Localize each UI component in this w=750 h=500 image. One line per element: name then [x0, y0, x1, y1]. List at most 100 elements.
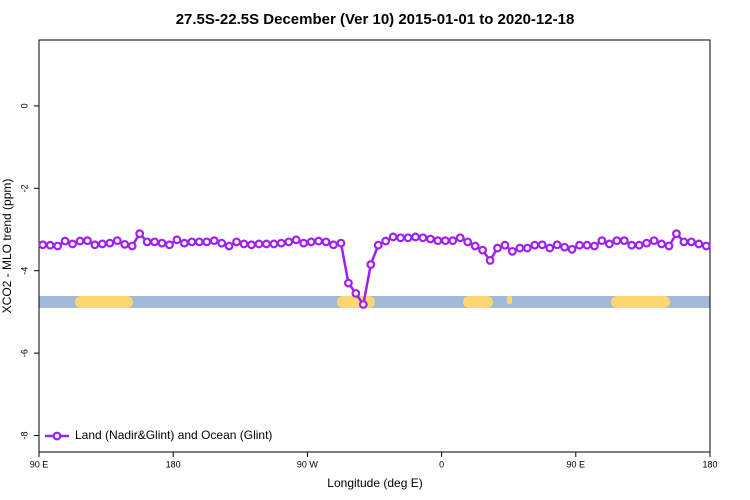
data-point: [187, 237, 197, 247]
data-point: [105, 238, 115, 248]
data-point: [388, 232, 398, 242]
data-point: [254, 239, 264, 249]
data-point: [194, 237, 204, 247]
data-point: [582, 240, 592, 250]
data-point: [83, 236, 92, 246]
x-tick-label: 180: [702, 459, 717, 469]
data-point: [560, 242, 570, 252]
data-point: [284, 237, 294, 247]
data-point: [172, 235, 182, 245]
y-tick-label: -2: [19, 184, 29, 192]
data-point: [612, 236, 622, 246]
data-point: [97, 239, 107, 249]
data-point: [45, 240, 55, 250]
data-point: [142, 237, 152, 247]
data-point: [127, 241, 137, 251]
y-tick-label: -8: [19, 432, 29, 440]
data-point: [358, 300, 368, 309]
data-point: [515, 243, 525, 253]
x-tick-label: 90 E: [30, 459, 49, 469]
surface-band: [39, 296, 710, 308]
legend-label: Land (Nadir&Glint) and Ocean (Glint): [75, 428, 272, 442]
data-point: [344, 278, 353, 288]
data-point: [604, 239, 614, 249]
data-point: [150, 237, 159, 247]
data-point: [440, 236, 450, 246]
data-point: [329, 240, 338, 250]
data-point: [276, 238, 286, 248]
y-tick-label: -6: [19, 349, 29, 357]
data-point: [508, 246, 517, 256]
data-point: [247, 240, 256, 250]
x-tick-label: 0: [439, 459, 444, 469]
data-point: [269, 239, 279, 249]
x-tick-label: 180: [166, 459, 181, 469]
y-tick-label: -4: [19, 267, 29, 275]
data-point: [373, 240, 383, 250]
data-point: [53, 241, 63, 251]
data-point: [68, 239, 77, 249]
data-point: [366, 260, 376, 269]
data-point: [619, 236, 629, 246]
data-point: [38, 240, 48, 250]
data-point: [135, 229, 145, 239]
data-point: [165, 240, 174, 250]
data-point: [224, 241, 234, 251]
data-point: [470, 241, 480, 251]
data-point: [478, 245, 488, 255]
legend-marker: [52, 431, 62, 441]
data-point: [202, 237, 212, 247]
data-point: [500, 240, 510, 250]
data-point: [157, 238, 167, 248]
data-point: [90, 240, 100, 250]
data-point: [530, 240, 540, 250]
data-point: [657, 239, 666, 249]
data-point: [426, 234, 435, 244]
data-point: [672, 229, 681, 239]
data-point: [627, 240, 637, 250]
data-point: [537, 240, 547, 250]
x-axis-label: Longitude (deg E): [327, 476, 422, 490]
data-point: [642, 238, 652, 248]
data-point: [336, 238, 346, 248]
data-point: [694, 239, 704, 249]
data-point: [120, 239, 130, 249]
data-point: [664, 241, 674, 251]
data-point: [261, 239, 271, 249]
data-point: [552, 240, 562, 250]
x-tick-label: 90 W: [297, 459, 319, 469]
data-point: [306, 237, 316, 247]
data-point: [448, 236, 458, 246]
data-point: [411, 232, 420, 242]
data-point: [679, 237, 689, 247]
data-point: [418, 233, 428, 243]
data-point: [597, 236, 607, 246]
data-point: [396, 233, 405, 243]
data-point: [522, 243, 532, 253]
data-point: [232, 237, 241, 247]
data-point: [649, 236, 659, 246]
data-point: [291, 235, 301, 245]
y-axis-label: XCO2 - MLO trend (ppm): [0, 179, 14, 314]
data-point: [463, 237, 473, 247]
data-point: [60, 236, 70, 246]
data-point: [112, 236, 122, 246]
data-point: [485, 256, 495, 265]
data-point: [179, 238, 189, 248]
data-point: [217, 238, 227, 248]
data-point: [634, 240, 644, 250]
data-point: [686, 237, 696, 247]
data-point: [493, 243, 502, 253]
data-point: [455, 233, 465, 243]
data-point: [299, 238, 309, 248]
x-tick-label: 90 E: [567, 459, 586, 469]
data-point: [701, 241, 711, 251]
chart-title: 27.5S-22.5S December (Ver 10) 2015-01-01…: [176, 11, 575, 28]
data-point: [351, 288, 361, 298]
data-point: [567, 244, 577, 254]
data-point: [403, 233, 413, 243]
y-tick-label: 0: [19, 103, 29, 108]
data-point: [433, 236, 443, 246]
data-point: [545, 243, 555, 253]
